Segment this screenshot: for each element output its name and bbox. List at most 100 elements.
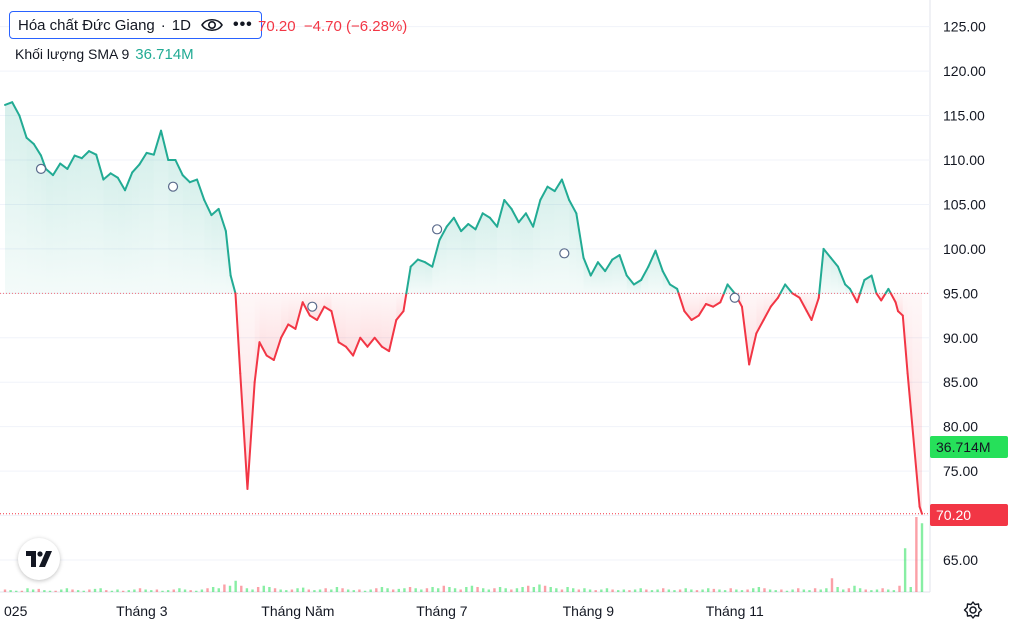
area-up-segment: [110, 173, 118, 294]
volume-bar: [628, 590, 631, 592]
line-up-segment: [145, 151, 155, 156]
volume-legend[interactable]: Khối lượng SMA 9 36.714M: [15, 46, 194, 63]
volume-bar: [819, 589, 822, 592]
volume-bar: [15, 590, 18, 592]
area-up-segment: [182, 175, 190, 294]
event-marker: [167, 181, 179, 192]
volume-bar: [54, 590, 57, 592]
area-up-segment: [175, 160, 183, 294]
symbol-legend[interactable]: Hóa chất Đức Giang · 1D •••: [9, 11, 262, 39]
volume-bar: [549, 587, 552, 592]
gear-icon[interactable]: [963, 600, 983, 620]
area-up-segment: [103, 173, 111, 294]
area-up-segment: [45, 168, 54, 294]
area-up-segment: [446, 217, 454, 294]
line-up-segment: [553, 178, 563, 193]
volume-bar: [268, 587, 271, 592]
volume-bar: [639, 588, 642, 592]
volume-bar: [847, 588, 851, 592]
more-icon[interactable]: •••: [232, 16, 253, 33]
area-down-segment: [919, 293, 922, 514]
line-down-segment: [359, 336, 369, 348]
volume-bar: [48, 590, 52, 592]
area-up-segment: [96, 154, 104, 294]
area-up-segment: [197, 179, 205, 294]
price-tick-label: 110.00: [943, 152, 985, 168]
area-down-segment: [374, 293, 382, 347]
volume-bar: [920, 523, 924, 592]
line-up-segment: [668, 283, 679, 290]
line-down-segment: [918, 505, 923, 515]
tradingview-logo[interactable]: [18, 538, 60, 580]
area-up-segment: [81, 151, 90, 294]
area-up-segment: [53, 163, 61, 294]
area-down-segment: [749, 293, 757, 365]
line-down-segment: [301, 301, 311, 317]
line-down-segment: [272, 336, 283, 361]
volume-bar: [375, 588, 378, 592]
eye-icon[interactable]: [201, 17, 223, 33]
volume-bar: [386, 588, 389, 592]
line-up-segment: [532, 199, 542, 228]
volume-bar: [858, 588, 862, 592]
area-down-segment: [360, 293, 368, 347]
line-down-segment: [344, 345, 355, 357]
line-up-segment: [722, 283, 729, 295]
interval-label[interactable]: 1D: [171, 16, 191, 34]
line-up-segment: [503, 199, 513, 210]
volume-bar: [195, 590, 198, 592]
volume-bar: [20, 590, 24, 592]
line-down-segment: [380, 345, 391, 353]
volume-bars: [3, 517, 924, 592]
price-tick-label: 95.00: [943, 285, 978, 301]
volume-bar: [526, 585, 530, 592]
line-down-segment: [856, 292, 862, 304]
line-up-segment: [4, 101, 14, 106]
line-down-segment: [366, 336, 376, 348]
volume-bar: [701, 589, 704, 592]
volume-bar: [763, 588, 766, 592]
line-down-segment: [280, 323, 290, 339]
line-up-segment: [229, 274, 237, 295]
volume-bar: [622, 589, 626, 592]
volume-bar: [662, 588, 665, 592]
line-down-segment: [239, 372, 249, 490]
price-tick-label: 85.00: [943, 374, 978, 390]
volume-bar: [279, 589, 282, 592]
volume-bar: [707, 588, 710, 592]
volume-bar: [150, 590, 153, 592]
volume-bar: [667, 589, 671, 592]
line-down-segment: [690, 314, 700, 321]
volume-bar: [870, 590, 873, 592]
line-down-segment: [258, 341, 268, 357]
volume-bar: [380, 587, 384, 592]
area-down-segment: [907, 293, 913, 427]
volume-bar: [335, 587, 339, 592]
line-up-segment: [481, 212, 491, 219]
line-down-segment: [769, 296, 779, 308]
volume-bar: [234, 580, 237, 592]
volume-bar: [695, 590, 699, 592]
time-tick-label: Tháng 11: [706, 603, 764, 619]
line-up-segment: [18, 114, 28, 139]
area-up-segment: [547, 186, 555, 294]
line-up-segment: [568, 199, 578, 215]
line-down-segment: [889, 292, 897, 304]
line-up-segment: [460, 223, 470, 233]
volume-bar: [318, 589, 322, 592]
volume-bar: [572, 588, 575, 592]
line-down-segment: [697, 303, 707, 317]
event-markers[interactable]: [35, 163, 740, 312]
volume-bar: [510, 589, 513, 592]
line-down-segment: [234, 292, 242, 375]
area-up-segment: [482, 213, 490, 294]
volume-bar: [330, 589, 333, 592]
line-down-segment: [330, 310, 340, 344]
line-up-segment: [488, 216, 499, 228]
line-down-segment: [337, 341, 347, 348]
volume-bar: [155, 589, 159, 592]
volume-bar: [532, 587, 536, 592]
time-tick-label: Tháng 9: [563, 603, 615, 619]
area-up-segment: [511, 208, 519, 294]
